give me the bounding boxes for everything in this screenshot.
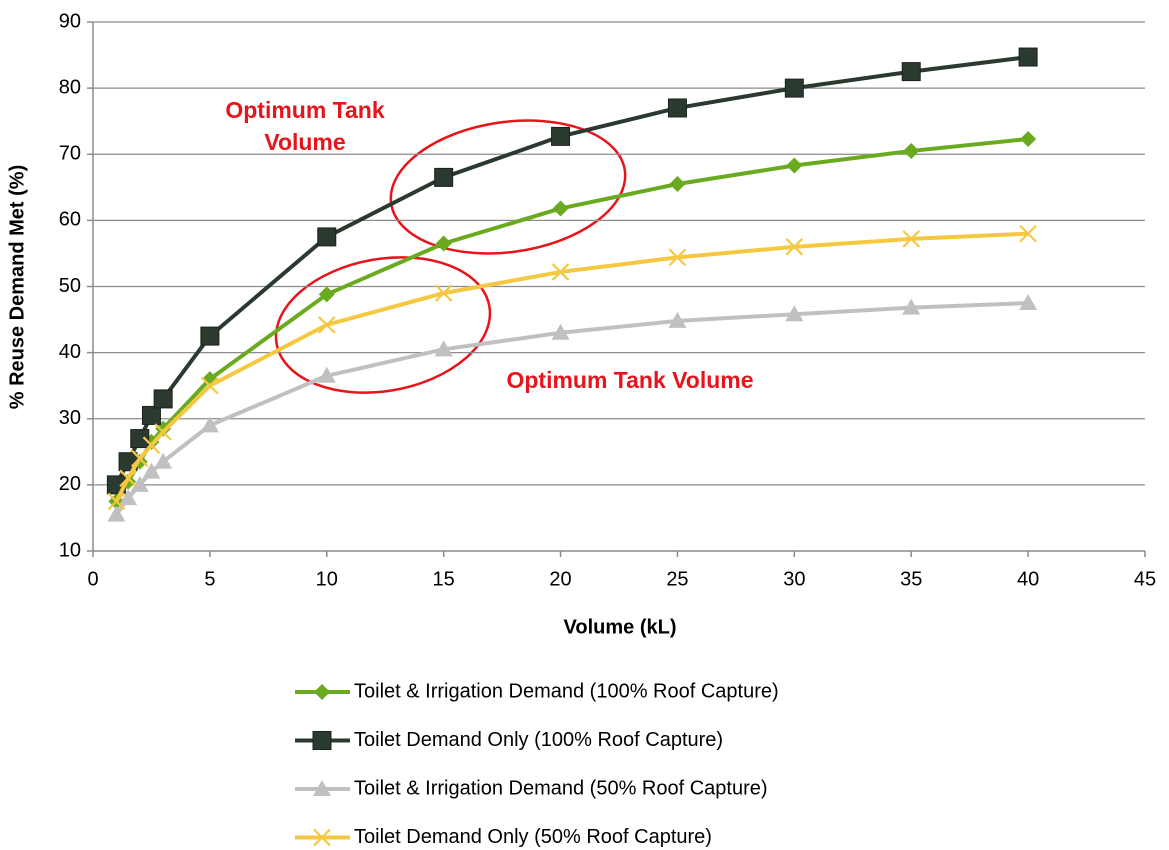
x-tick-label: 0 xyxy=(87,568,98,590)
y-tick-label: 40 xyxy=(59,341,81,363)
marker xyxy=(552,200,569,217)
marker xyxy=(1019,294,1038,311)
x-axis-label: Volume (kL) xyxy=(564,616,677,638)
marker xyxy=(200,326,220,346)
y-tick-label: 60 xyxy=(59,209,81,231)
marker xyxy=(785,238,804,256)
marker xyxy=(142,462,161,479)
marker xyxy=(119,469,137,488)
marker xyxy=(154,423,172,441)
legend-marker xyxy=(313,780,331,796)
y-tick-label: 90 xyxy=(59,10,81,32)
marker xyxy=(141,405,161,425)
x-tick-label: 45 xyxy=(1134,568,1156,590)
marker xyxy=(903,142,920,159)
marker xyxy=(1020,131,1037,148)
marker xyxy=(200,416,219,433)
y-tick-label: 10 xyxy=(59,539,81,561)
legend-label: Toilet & Irrigation Demand (50% Roof Cap… xyxy=(354,777,768,799)
legend-marker xyxy=(312,731,332,750)
marker xyxy=(434,284,453,302)
x-tick-label: 35 xyxy=(900,568,922,590)
marker xyxy=(318,286,335,303)
marker xyxy=(317,366,336,383)
legend-label: Toilet Demand Only (50% Roof Capture) xyxy=(354,826,712,848)
annotation-ellipse xyxy=(274,256,492,394)
y-tick-label: 50 xyxy=(59,275,81,297)
marker xyxy=(551,263,570,281)
marker xyxy=(551,126,571,146)
x-tick-label: 25 xyxy=(666,568,688,590)
marker xyxy=(153,389,173,409)
annotation-ellipse xyxy=(389,119,627,255)
legend-label: Toilet Demand Only (100% Roof Capture) xyxy=(354,729,723,751)
marker xyxy=(318,316,336,334)
x-tick-label: 5 xyxy=(204,568,215,590)
y-tick-label: 20 xyxy=(59,473,81,495)
marker xyxy=(667,98,687,118)
x-tick-label: 15 xyxy=(433,568,455,590)
y-tick-label: 80 xyxy=(59,76,81,98)
marker xyxy=(668,248,687,267)
x-tick-label: 30 xyxy=(783,568,805,590)
annotation: Optimum Tank Volume xyxy=(506,367,753,393)
marker xyxy=(901,62,921,82)
legend-marker xyxy=(313,828,331,847)
marker xyxy=(107,492,126,511)
series-line xyxy=(114,137,1029,503)
marker xyxy=(130,475,149,492)
marker xyxy=(1019,224,1037,243)
series-line xyxy=(114,301,1029,516)
legend-marker xyxy=(314,684,330,700)
x-tick-label: 20 xyxy=(549,568,571,590)
marker xyxy=(902,230,920,248)
marker xyxy=(551,323,570,340)
marker xyxy=(435,235,452,252)
y-axis-label: % Reuse Demand Met (%) xyxy=(6,165,28,410)
marker xyxy=(119,489,138,506)
marker xyxy=(785,305,804,322)
marker xyxy=(1018,47,1038,67)
annotation: Volume xyxy=(264,129,345,155)
x-tick-label: 10 xyxy=(316,568,338,590)
marker xyxy=(902,298,921,315)
marker xyxy=(668,311,687,328)
marker xyxy=(107,505,126,522)
x-tick-label: 40 xyxy=(1017,568,1039,590)
y-tick-label: 30 xyxy=(59,407,81,429)
marker xyxy=(434,340,453,357)
marker xyxy=(201,376,219,395)
y-tick-label: 70 xyxy=(59,143,81,165)
marker xyxy=(669,176,686,193)
legend-label: Toilet & Irrigation Demand (100% Roof Ca… xyxy=(354,680,779,702)
annotation: Optimum Tank xyxy=(225,97,385,123)
marker xyxy=(130,429,150,449)
marker xyxy=(317,227,337,247)
marker xyxy=(154,452,173,469)
marker xyxy=(784,78,804,98)
marker xyxy=(786,157,803,174)
marker xyxy=(434,167,454,187)
